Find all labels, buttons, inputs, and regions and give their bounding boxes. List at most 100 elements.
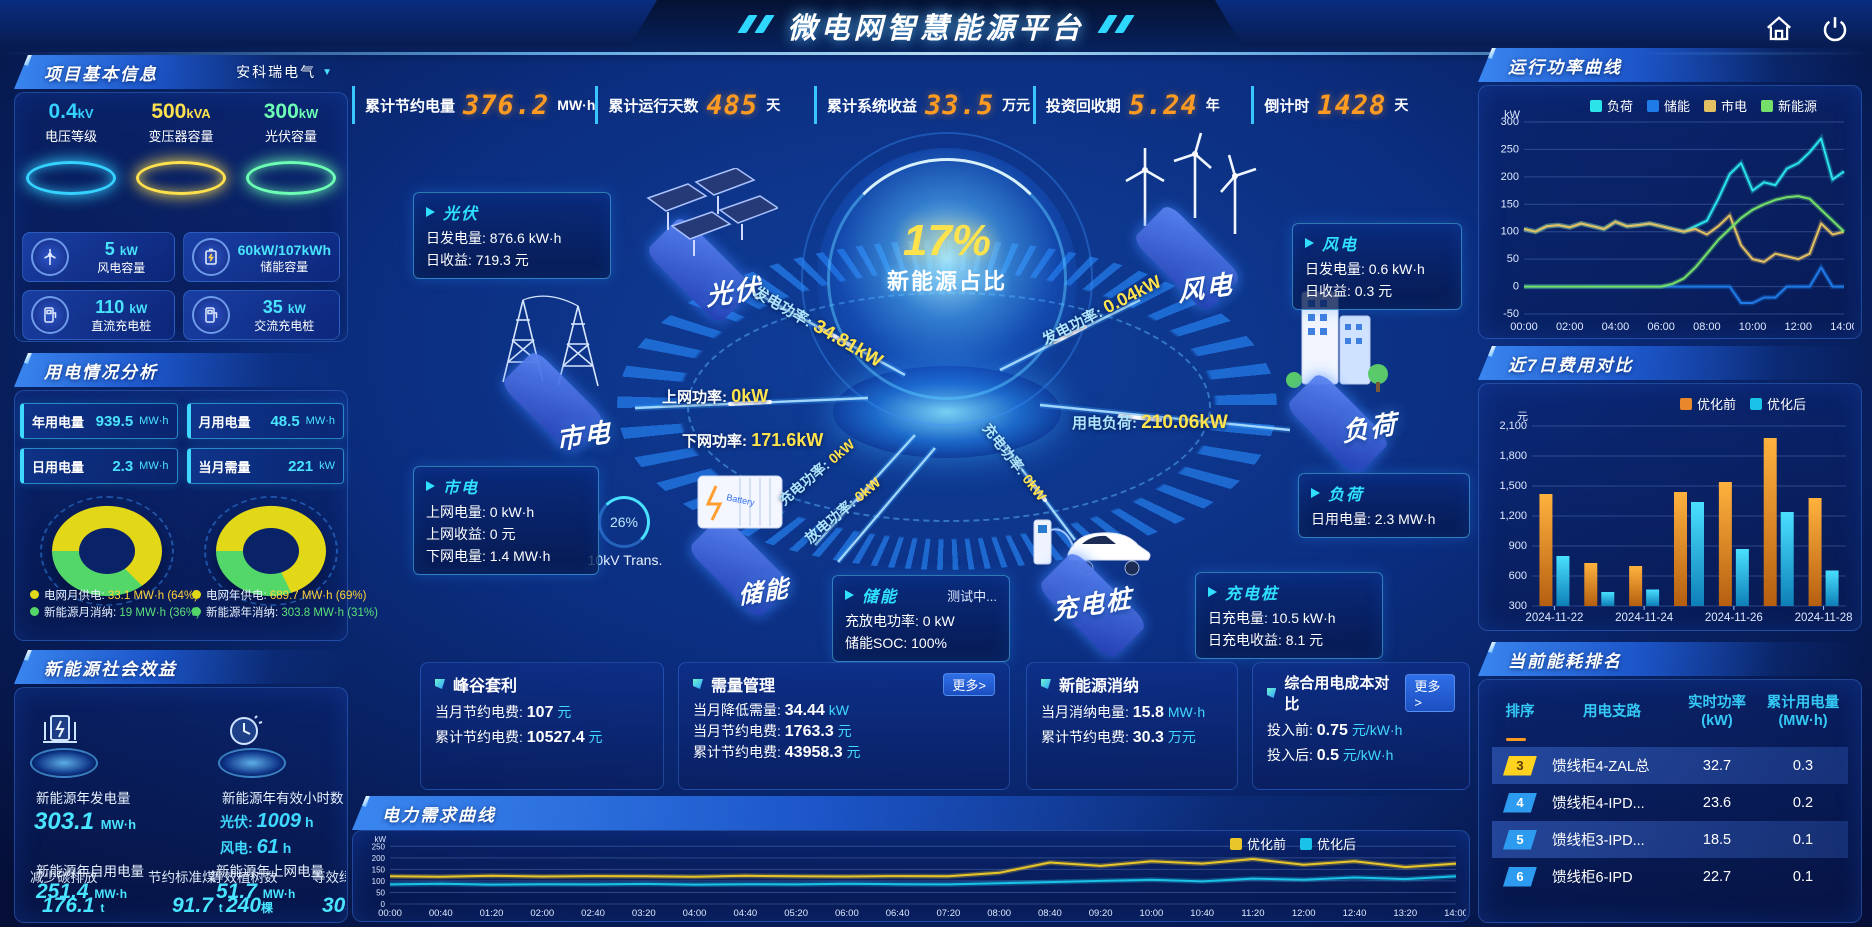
y-tick-label: 1,500 xyxy=(1499,480,1527,492)
pedestal-pv-capacity: 300kW 光伏容量 xyxy=(236,100,346,195)
legend-swatch xyxy=(1230,837,1242,850)
legend-item[interactable]: 优化后 xyxy=(1300,834,1356,853)
y-tick-label: 0 xyxy=(1513,281,1519,293)
y-axis-label: kW xyxy=(1504,109,1521,121)
y-tick-label: 1,800 xyxy=(1499,450,1527,462)
wind-node[interactable] xyxy=(1100,118,1275,314)
power-curve-chart: -50 0 50 100 150 200 250 300kW 00:00 02:00 04:00 06… xyxy=(1501,109,1854,333)
y-tick-label: 2,100 xyxy=(1499,420,1527,432)
bar-优化后-2024-11-24 xyxy=(1646,589,1660,606)
pv-node[interactable] xyxy=(620,168,780,326)
flow-grid-up: 上网功率: 0kW xyxy=(662,386,769,406)
grid-node-label: 市电 xyxy=(555,416,613,456)
legend-label: 市电 xyxy=(1721,99,1748,114)
pv-info-panel: 光伏 日发电量876.6 kW·h 日收益719.3 元 xyxy=(413,192,611,279)
branch-name: 馈线柜6-IPD xyxy=(1552,870,1633,886)
power-towers-icon xyxy=(502,295,599,387)
realtime-power: 22.7 xyxy=(1702,868,1732,885)
total-energy: 0.1 xyxy=(1792,831,1814,848)
x-tick-label: 10:40 xyxy=(1190,908,1214,919)
realtime-power: 32.7 xyxy=(1702,757,1732,774)
new-energy-ratio: 17% 新能源占比 xyxy=(886,216,1007,295)
table-row[interactable]: 4 馈线柜4-IPD... 23.6 0.2 xyxy=(1492,784,1848,821)
legend-item[interactable]: 储能 xyxy=(1647,96,1690,115)
wind-info-panel: 风电 日发电量0.6 kW·h 日收益0.3 元 xyxy=(1292,223,1462,310)
header-divider xyxy=(0,52,1872,55)
x-tick-label: 00:40 xyxy=(429,908,453,919)
card-corner-icon xyxy=(693,679,703,689)
table-row[interactable]: 6 馈线柜6-IPD 22.7 0.1 xyxy=(1492,858,1848,895)
gen-value: 303.1 MW·h xyxy=(34,808,137,835)
to-grid-label: 新能源年上网电量 xyxy=(216,864,324,879)
transformer-load-gauge: 26% xyxy=(598,496,650,548)
panel-header-project-info: 项目基本信息 安科瑞电气 ▼ xyxy=(14,55,348,89)
power-icon[interactable] xyxy=(1820,14,1850,44)
charger-info-panel: 充电桩 日充电量10.5 kW·h 日充电收益8.1 元 xyxy=(1195,572,1383,659)
ev-car-charger-icon xyxy=(1033,519,1151,576)
legend-swatch xyxy=(1647,99,1660,112)
energy-ranking-table: 排序 用电支路 实时功率 (kW) 累计用电量 (MW·h) 3 馈线柜4-ZAL总 32.… xyxy=(1492,694,1848,918)
card-wind-capacity: 5 kW 风电容量 xyxy=(22,232,175,282)
battery-container-icon: Battery xyxy=(697,475,783,529)
card-demand-mgmt: 需量管理 更多> 当月降低需量: 34.44 kW 当月节约电费: 1763.3 … xyxy=(678,662,1010,790)
legend-label: 储能 xyxy=(1664,99,1691,114)
hours-pedestal xyxy=(218,748,286,778)
x-tick-label: 02:00 xyxy=(530,908,554,919)
y-tick-label: 150 xyxy=(372,865,386,874)
building-icon xyxy=(1286,291,1388,392)
x-tick-label: 11:20 xyxy=(1241,908,1264,919)
charger-node[interactable] xyxy=(1000,498,1185,662)
total-energy: 0.3 xyxy=(1792,757,1814,774)
legend-item[interactable]: 新能源 xyxy=(1761,96,1817,115)
panel-body-power-curve xyxy=(1478,85,1862,339)
card-corner-icon xyxy=(1267,688,1277,698)
stat-year-usage: 年用电量 939.5 MW·h xyxy=(20,403,178,439)
y-tick-label: -50 xyxy=(1503,308,1519,320)
legend-item[interactable]: 优化后 xyxy=(1750,394,1806,413)
legend-swatch xyxy=(1680,397,1692,410)
x-tick-label: 05:20 xyxy=(784,908,808,919)
arrow-icon xyxy=(1311,488,1320,498)
table-row[interactable]: 3 馈线柜4-ZAL总 32.7 0.3 xyxy=(1492,747,1848,784)
x-tick-label: 00:00 xyxy=(378,908,402,919)
card-peak-valley: 峰谷套利 当月节约电费: 107 元 累计节约电费: 10527.4 元 xyxy=(420,662,664,790)
flow-grid-down: 下网功率: 171.6kW xyxy=(682,430,824,450)
column-header: 实时功率 (kW) xyxy=(1688,695,1746,729)
x-tick-label: 00:00 xyxy=(1510,321,1538,333)
table-row[interactable]: 5 馈线柜3-IPD... 18.5 0.1 xyxy=(1492,821,1848,858)
legend-item[interactable]: 优化前 xyxy=(1230,834,1286,853)
month-donut-legend: 电网月供电: 33.1 MW·h (64%) 新能源月消纳: 19 MW·h (… xyxy=(30,588,200,622)
x-tick-label: 10:00 xyxy=(1140,908,1164,919)
legend-item[interactable]: 负荷 xyxy=(1590,96,1633,115)
company-select[interactable]: 安科瑞电气 ▼ xyxy=(236,64,334,80)
pedestal-transformer: 500kVA 变压器容量 xyxy=(126,100,236,195)
card-corner-icon xyxy=(1041,679,1051,689)
panel-title: 运行功率曲线 xyxy=(1508,57,1622,77)
bar-优化后-2024-11-22 xyxy=(1556,556,1570,606)
storage-node[interactable]: Battery xyxy=(660,462,820,621)
more-button[interactable]: 更多> xyxy=(1405,674,1455,712)
home-icon[interactable] xyxy=(1764,14,1794,44)
x-tick-label: 02:00 xyxy=(1556,321,1584,333)
legend-item[interactable]: 市电 xyxy=(1704,96,1747,115)
pedestal-voltage: 0.4kV 电压等级 xyxy=(16,100,126,195)
x-tick-label: 01:20 xyxy=(480,908,504,919)
generation-icon xyxy=(38,712,82,757)
legend-item[interactable]: 优化前 xyxy=(1680,394,1736,413)
series-line-负荷 xyxy=(1523,137,1845,233)
load-node[interactable] xyxy=(1268,282,1418,478)
card-new-energy-consume: 新能源消纳 当月消纳电量: 15.8 MW·h 累计节约电费: 30.3 万元 xyxy=(1026,662,1238,790)
stat-day-usage: 日用电量 2.3 MW·h xyxy=(20,448,178,484)
flow-load-power: 用电负荷: 210.06kW xyxy=(1072,412,1228,433)
total-energy: 0.2 xyxy=(1792,794,1814,811)
y-tick-label: 1,200 xyxy=(1499,510,1527,522)
more-button[interactable]: 更多> xyxy=(943,672,995,696)
branch-name: 馈线柜4-IPD... xyxy=(1552,796,1645,812)
co2-value: 176.1 t xyxy=(42,894,105,917)
realtime-power: 23.6 xyxy=(1702,794,1732,811)
kpi-system-income: 累计系统收益 33.5 万元 xyxy=(814,86,1033,124)
grid-node[interactable] xyxy=(478,282,633,456)
x-tick-label: 04:00 xyxy=(1602,321,1630,333)
x-tick-label: 12:40 xyxy=(1343,908,1367,919)
